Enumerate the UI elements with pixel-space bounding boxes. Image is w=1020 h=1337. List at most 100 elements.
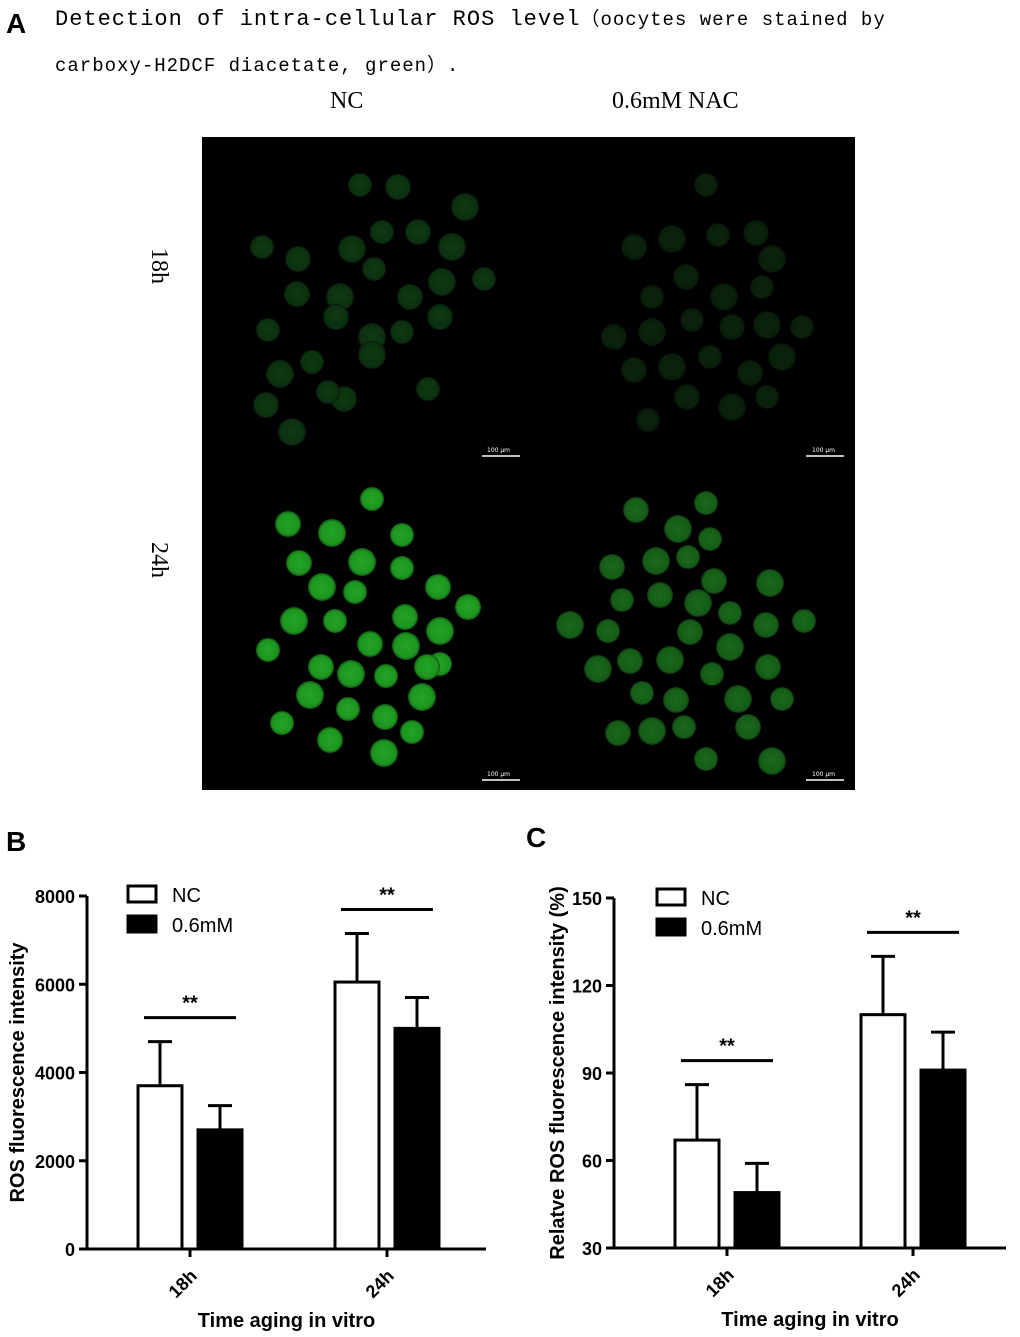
oocyte [455, 594, 481, 620]
oocyte [758, 747, 786, 775]
legend-label: NC [701, 888, 730, 910]
bar [333, 980, 381, 1251]
y-tick-label: 60 [582, 1152, 602, 1172]
oocyte [326, 283, 354, 311]
oocyte [266, 360, 294, 388]
caption-line-2: carboxy-H2DCF diacetate, green）. [55, 55, 460, 77]
oocyte [718, 393, 746, 421]
y-tick-label: 8000 [35, 887, 75, 907]
oocyte [317, 727, 343, 753]
oocyte [323, 609, 347, 633]
oocyte [770, 687, 794, 711]
oocyte [374, 664, 398, 688]
row-header-18h: 18h [146, 248, 172, 284]
oocyte [617, 648, 643, 674]
oocyte [278, 418, 306, 446]
oocyte [676, 545, 700, 569]
oocyte [755, 385, 779, 409]
oocyte [360, 487, 384, 511]
oocyte [680, 308, 704, 332]
chart-b: 0 2000 4000 6000 8000 18h ** 24h ** NC 0.6mM Time a… [7, 884, 486, 1332]
oocyte [750, 275, 774, 299]
significance-label: ** [905, 907, 921, 929]
legend-swatch [655, 887, 687, 907]
oocyte [710, 283, 738, 311]
oocyte [605, 720, 631, 746]
bar [733, 1191, 781, 1250]
oocyte [658, 353, 686, 381]
significance-label: ** [719, 1036, 735, 1058]
oocyte [672, 715, 696, 739]
oocyte [250, 235, 274, 259]
oocyte [700, 662, 724, 686]
bar [919, 1068, 967, 1250]
oocyte [719, 314, 745, 340]
oocyte [385, 174, 411, 200]
oocyte [370, 739, 398, 767]
oocyte [390, 523, 414, 547]
oocyte [698, 527, 722, 551]
bar [673, 1138, 721, 1250]
oocyte [308, 573, 336, 601]
oocyte [724, 685, 752, 713]
oocyte [716, 633, 744, 661]
x-tick-label: 24h [888, 1265, 924, 1301]
oocyte [392, 604, 418, 630]
oocyte [337, 660, 365, 688]
x-tick-label: 24h [362, 1266, 398, 1302]
quadrant-24h-nc [256, 487, 481, 767]
oocyte [753, 311, 781, 339]
oocyte [256, 318, 280, 342]
legend-swatch [655, 917, 687, 937]
oocyte [664, 515, 692, 543]
scale-bar-18h-nac: 100 μm [806, 447, 844, 457]
y-axis-title: ROS fluorescence intensity [7, 942, 29, 1203]
x-axis-title: Time aging in vitro [198, 1310, 375, 1332]
oocyte [621, 357, 647, 383]
oocyte [663, 687, 689, 713]
oocyte [647, 582, 673, 608]
oocyte [284, 281, 310, 307]
y-tick-label: 30 [582, 1239, 602, 1259]
oocyte [756, 569, 784, 597]
oocyte [300, 350, 324, 374]
oocyte [642, 547, 670, 575]
legend-label: 0.6mM [172, 915, 233, 937]
oocyte [348, 173, 372, 197]
oocyte [425, 574, 451, 600]
oocyte [253, 392, 279, 418]
oocyte [280, 607, 308, 635]
oocyte [275, 511, 301, 537]
oocyte [755, 654, 781, 680]
chart-c: 30 60 90 120 150 18h ** 24h ** NC 0.6mM Time aging … [547, 886, 1006, 1331]
caption-small: （oocytes were stained by [580, 9, 886, 31]
oocyte [737, 360, 763, 386]
y-tick-label: 4000 [35, 1064, 75, 1084]
oocyte [694, 747, 718, 771]
oocyte [556, 611, 584, 639]
svg-text:100 μm: 100 μm [487, 447, 510, 454]
oocyte [392, 632, 420, 660]
oocyte [338, 235, 366, 263]
oocyte [656, 646, 684, 674]
x-tick-label: 18h [702, 1265, 738, 1301]
oocyte [684, 589, 712, 617]
oocyte [636, 408, 660, 432]
oocyte [584, 655, 612, 683]
oocyte [718, 601, 742, 625]
oocyte [677, 619, 703, 645]
y-tick-label: 2000 [35, 1152, 75, 1172]
y-tick-label: 120 [572, 977, 602, 997]
oocyte [438, 233, 466, 261]
quadrant-18h-nac [601, 173, 814, 432]
oocyte [370, 220, 394, 244]
oocyte [408, 683, 436, 711]
oocyte [343, 580, 367, 604]
oocyte [336, 697, 360, 721]
oocyte [256, 638, 280, 662]
bar [859, 1013, 907, 1250]
bar [136, 1084, 184, 1251]
oocyte [318, 519, 346, 547]
oocyte [348, 548, 376, 576]
oocyte [694, 173, 718, 197]
